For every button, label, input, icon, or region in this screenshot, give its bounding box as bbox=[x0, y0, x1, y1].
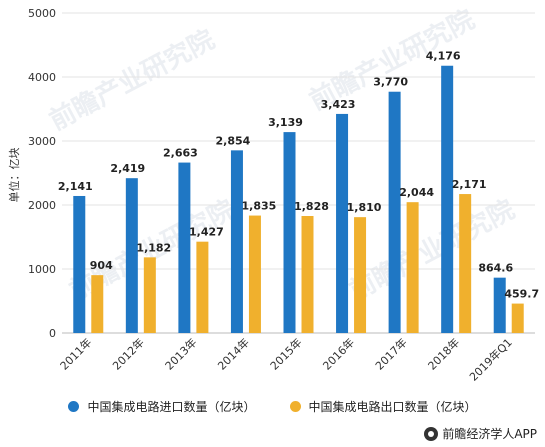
data-label-import: 3,423 bbox=[321, 98, 356, 111]
x-tick-label: 2012年 bbox=[109, 335, 146, 372]
data-label-import: 2,141 bbox=[58, 180, 93, 193]
y-axis-label: 单位：亿块 bbox=[7, 148, 21, 203]
bar-export bbox=[354, 217, 367, 333]
x-tick-label: 2019年Q1 bbox=[466, 335, 515, 384]
legend-item-import: 中国集成电路进口数量（亿块） bbox=[68, 398, 256, 415]
data-label-import: 864.6 bbox=[478, 262, 513, 275]
bar-import bbox=[441, 65, 454, 334]
data-label-export: 2,171 bbox=[452, 178, 487, 191]
data-label-export: 1,427 bbox=[189, 226, 224, 239]
x-tick-label: 2017年 bbox=[372, 335, 409, 372]
data-label-import: 3,770 bbox=[373, 76, 408, 89]
legend: 中国集成电路进口数量（亿块） 中国集成电路出口数量（亿块） bbox=[0, 398, 545, 415]
bar-import bbox=[230, 150, 243, 333]
bar-export bbox=[406, 202, 419, 333]
bar-export bbox=[143, 257, 156, 333]
bar-export bbox=[301, 216, 314, 333]
y-tick-label: 3000 bbox=[28, 135, 56, 148]
bar-import bbox=[125, 178, 138, 333]
x-axis-ticks: 2011年 2012年 2013年 2014年 2015年 2016年 2017年 2018年… bbox=[57, 335, 515, 384]
bar-chart: 0 1000 2000 3000 4000 5000 2,141 904 2,419 1,182… bbox=[7, 7, 539, 384]
y-axis-ticks: 0 1000 2000 3000 4000 5000 bbox=[28, 7, 56, 340]
bar-import bbox=[493, 277, 506, 333]
legend-swatch-import bbox=[68, 401, 80, 412]
data-label-import: 3,139 bbox=[268, 116, 303, 129]
source-text: 前瞻经济学人APP bbox=[442, 427, 537, 441]
data-label-export: 1,828 bbox=[294, 200, 329, 213]
bar-import bbox=[73, 195, 86, 333]
bar-export bbox=[248, 215, 261, 333]
x-tick-label: 2013年 bbox=[162, 335, 199, 372]
data-label-import: 2,663 bbox=[163, 147, 198, 160]
gridlines bbox=[62, 12, 535, 334]
bar-import bbox=[388, 91, 401, 333]
bar-import bbox=[283, 132, 296, 333]
y-tick-label: 5000 bbox=[28, 7, 56, 20]
bar-import bbox=[336, 113, 349, 333]
y-tick-label: 2000 bbox=[28, 199, 56, 212]
legend-swatch-export bbox=[289, 401, 301, 412]
bar-export bbox=[91, 275, 104, 333]
bar-import bbox=[178, 162, 191, 333]
y-tick-label: 1000 bbox=[28, 263, 56, 276]
bar-export bbox=[511, 303, 524, 333]
x-tick-label: 2014年 bbox=[215, 335, 252, 372]
bar-export bbox=[196, 241, 209, 333]
legend-label-import: 中国集成电路进口数量（亿块） bbox=[87, 400, 256, 414]
source-credit: 前瞻经济学人APP bbox=[424, 425, 537, 442]
x-tick-label: 2018年 bbox=[425, 335, 462, 372]
x-tick-label: 2015年 bbox=[267, 335, 304, 372]
y-tick-label: 4000 bbox=[28, 71, 56, 84]
bars bbox=[73, 65, 524, 334]
data-label-import: 4,176 bbox=[426, 50, 461, 63]
data-label-export: 904 bbox=[90, 259, 113, 272]
data-label-import: 2,419 bbox=[110, 162, 145, 175]
y-tick-label: 0 bbox=[49, 327, 56, 340]
x-tick-label: 2016年 bbox=[320, 335, 357, 372]
data-label-import: 2,854 bbox=[216, 134, 251, 147]
data-label-export: 459.7 bbox=[504, 288, 539, 301]
source-logo-icon bbox=[424, 426, 439, 441]
data-label-export: 1,810 bbox=[347, 201, 382, 214]
data-label-export: 1,835 bbox=[242, 200, 277, 213]
data-labels: 2,141 904 2,419 1,182 2,663 1,427 2,854 1,835 3,… bbox=[58, 50, 539, 301]
bar-export bbox=[459, 194, 472, 333]
x-tick-label: 2011年 bbox=[57, 335, 94, 372]
legend-item-export: 中国集成电路出口数量（亿块） bbox=[289, 398, 477, 415]
data-label-export: 1,182 bbox=[136, 241, 171, 254]
legend-label-export: 中国集成电路出口数量（亿块） bbox=[308, 400, 477, 414]
data-label-export: 2,044 bbox=[399, 186, 434, 199]
